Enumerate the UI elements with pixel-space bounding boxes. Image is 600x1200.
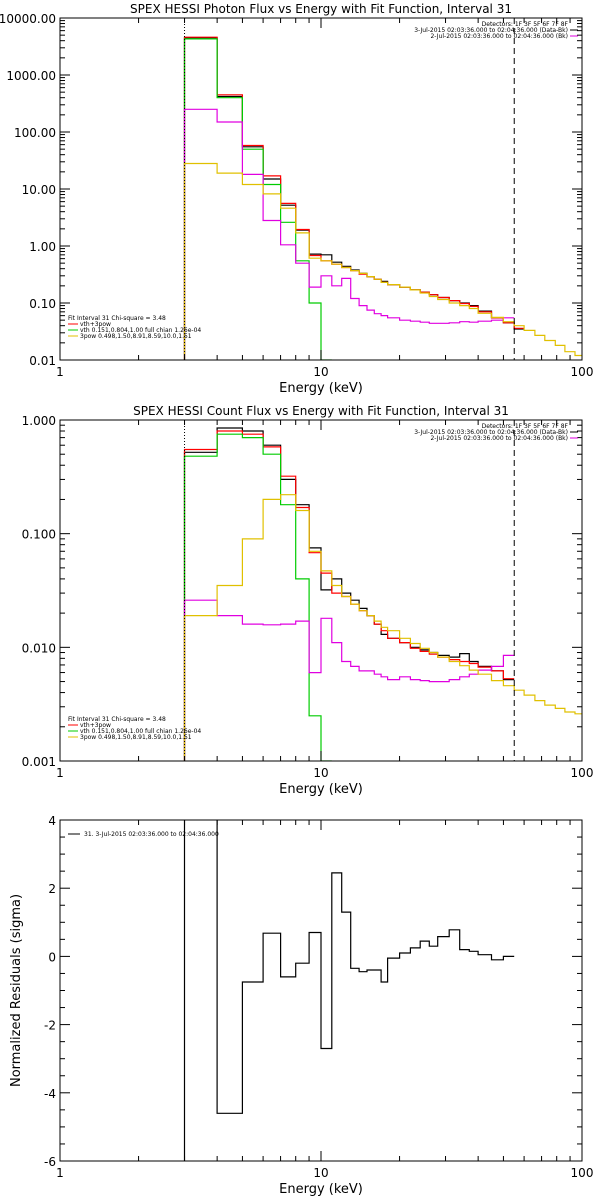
chart1-ytick-label: 1.000 [22,414,56,428]
chart1-legend-line: vth+3pow [80,722,111,729]
chart1-legend-line: Fit Interval 31 Chi-square = 3.48 [68,716,166,723]
chart1-header-line: 2-Jul-2015 02:03:36.000 to 02:04:36.000 … [430,435,568,442]
chart1-header-line: 3-Jul-2015 02:03:36.000 to 02:04:36.000 … [414,429,568,436]
chart2-ytick-label: 2 [48,882,56,896]
chart1-header-line: Detectors: 1F 3F 5F 6F 7F 8F [482,423,569,430]
chart0-legend-line: 3pow 0.498,1.50,8.91,8.59,10.0,1.51 [80,333,192,340]
chart0-ytick-label: 0.01 [29,354,56,368]
chart2-ytick-label: -6 [44,1155,56,1169]
chart0-xtick-label: 10 [313,365,328,379]
chart0-xlabel: Energy (keV) [279,381,363,396]
chart0-ytick-label: 10.00 [22,183,56,197]
chart0-ytick-label: 0.10 [29,297,56,311]
chart1-series-3 [183,599,515,761]
chart2-ytick-label: -2 [44,1019,56,1033]
chart1-ytick-label: 0.010 [22,641,56,655]
chart1-series-2 [183,433,332,761]
chart2-xlabel: Energy (keV) [279,1182,363,1197]
chart0-series-4 [183,162,582,360]
chart1-series-0 [183,427,515,761]
chart1-xtick-label: 10 [313,766,328,780]
chart0-header-line: 3-Jul-2015 02:03:36.000 to 02:04:36.000 … [414,27,568,34]
chart1-xlabel: Energy (keV) [279,782,363,797]
chart0-title: SPEX HESSI Photon Flux vs Energy with Fi… [130,2,512,16]
chart0-series-1 [183,36,525,360]
chart0-xtick-label: 100 [571,365,594,379]
chart1-xtick-label: 100 [571,766,594,780]
chart2-xtick-label: 10 [313,1166,328,1180]
chart0-legend-line: vth 0.151,0.804,1.00 full chian 1.26e-04 [80,327,201,334]
chart0-header-line: 2-Jul-2015 02:03:36.000 to 02:04:36.000 … [430,33,568,40]
chart2-xtick-label: 100 [571,1166,594,1180]
chart1-legend-line: vth 0.151,0.804,1.00 full chian 1.26e-04 [80,728,201,735]
chart0-ytick-label: 1.00 [29,240,56,254]
chart0-ytick-label: 1000.00 [6,69,56,83]
chart0-series-2 [183,38,332,360]
chart0-ytick-label: 10000.00 [0,12,56,26]
chart1-legend-line: 3pow 0.498,1.50,8.91,8.59,10.0,1.51 [80,734,192,741]
chart2-ylabel: Normalized Residuals (sigma) [9,894,24,1087]
chart0-header-line: Detectors: 1F 3F 5F 6F 7F 8F [482,21,569,28]
chart2-ytick-label: -4 [44,1087,56,1101]
chart1-ytick-label: 0.100 [22,528,56,542]
chart2-series-0 [183,820,515,1161]
chart2-ytick-label: 0 [48,950,56,964]
chart1-title: SPEX HESSI Count Flux vs Energy with Fit… [133,404,509,418]
chart0-legend-line: Fit Interval 31 Chi-square = 3.48 [68,315,166,322]
chart0-ytick-label: 100.00 [14,126,56,140]
chart0-xtick-label: 1 [56,365,64,379]
chart2-legend-line: 31. 3-Jul-2015 02:03:36.000 to 02:04:36.… [84,831,219,838]
chart2-ytick-label: 4 [48,814,56,828]
chart1-ytick-label: 0.001 [22,755,56,769]
chart1-xtick-label: 1 [56,766,64,780]
chart0-legend-line: vth+3pow [80,321,111,328]
chart2-xtick-label: 1 [56,1166,64,1180]
chart1-series-4 [183,494,582,761]
chart0-series-0 [183,37,525,360]
chart0-series-3 [183,108,515,360]
